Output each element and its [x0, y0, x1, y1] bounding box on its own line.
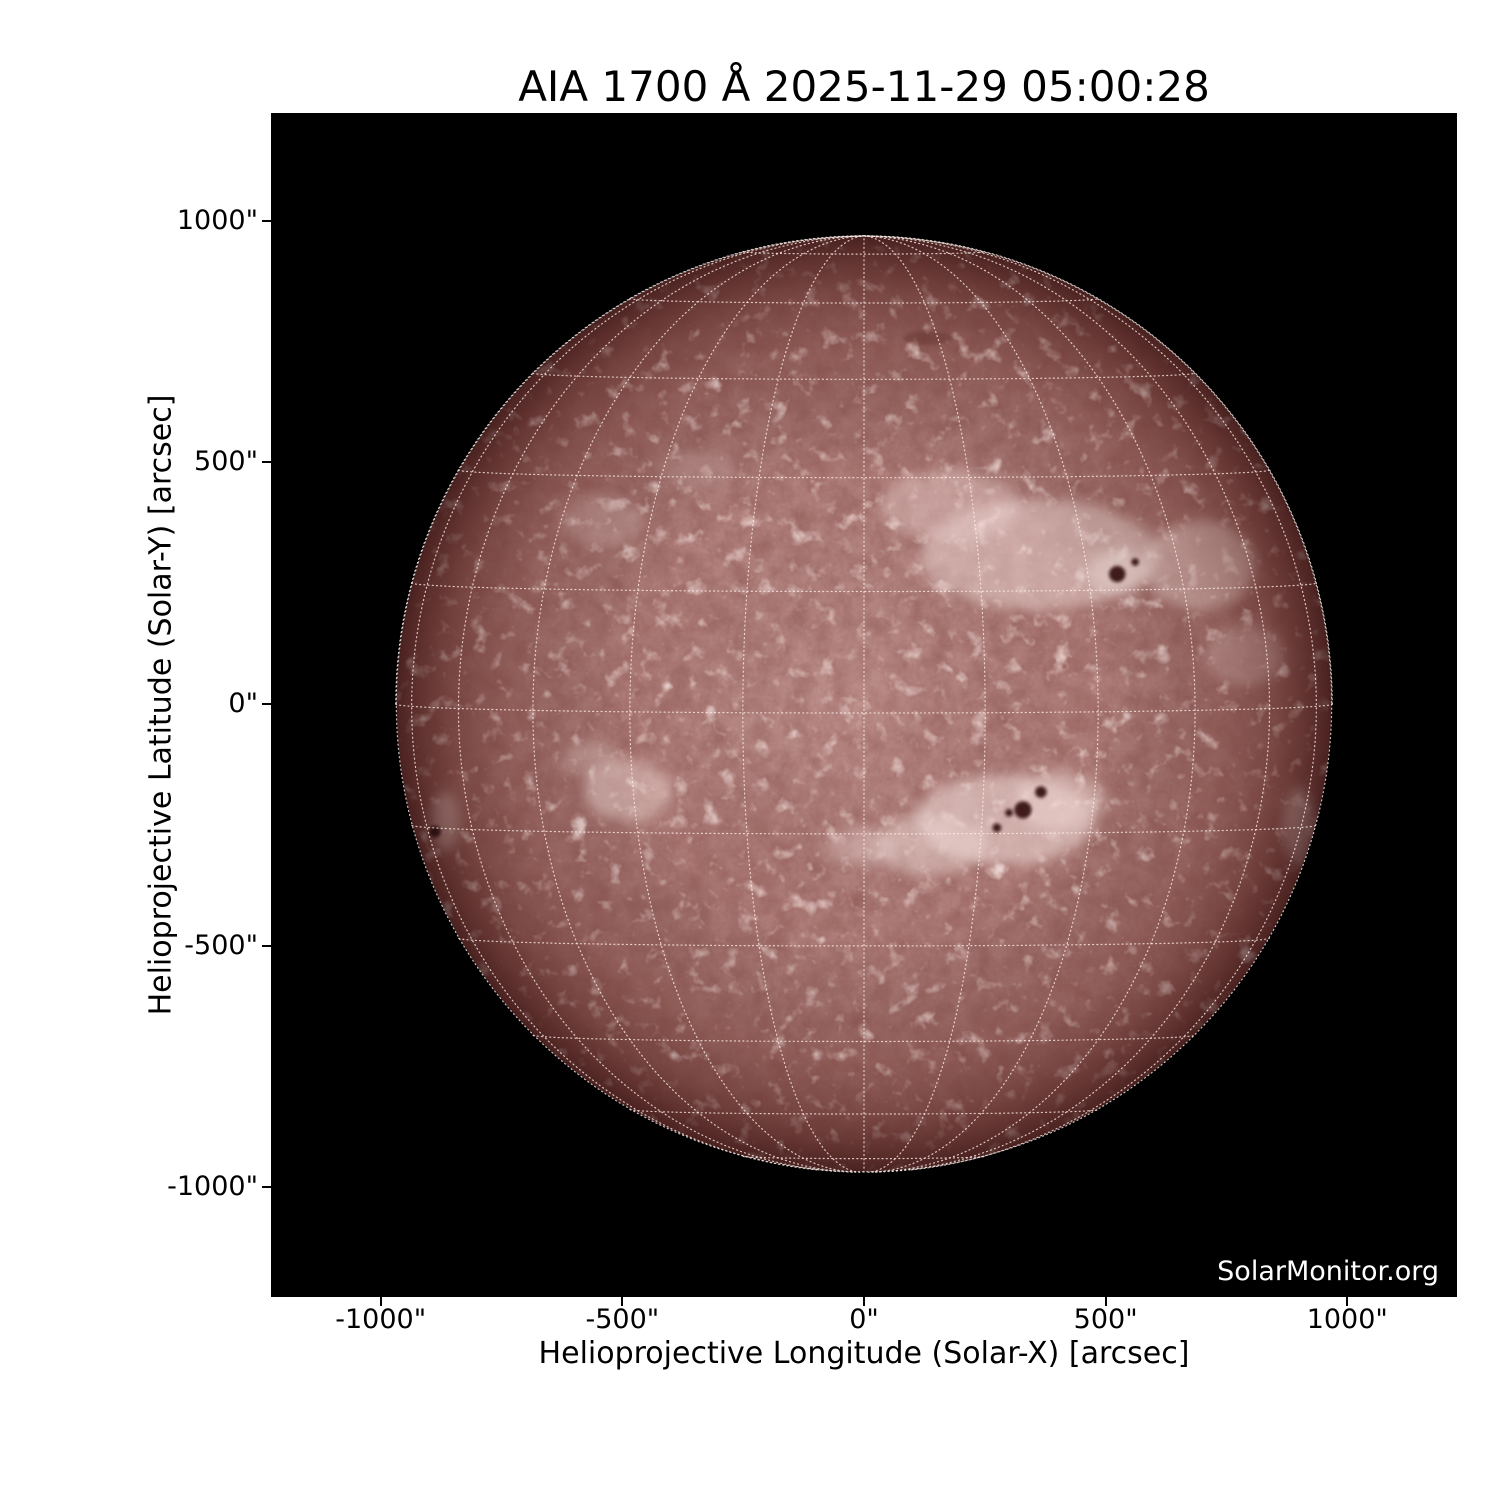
x-tick-label: 500"	[1073, 1304, 1138, 1335]
x-tick	[621, 1297, 624, 1306]
plot-title: AIA 1700 Å 2025-11-29 05:00:28	[518, 62, 1210, 111]
grid-line	[863, 235, 1318, 1171]
grid-line	[395, 235, 865, 705]
limb-grid-circle	[395, 235, 1333, 1173]
x-tick	[379, 1297, 382, 1306]
y-tick	[262, 461, 271, 464]
x-tick	[1104, 1297, 1107, 1306]
grid-line	[863, 235, 1196, 1173]
grid-line	[457, 235, 865, 1172]
x-tick-label: -500"	[585, 1304, 660, 1335]
grid-line	[458, 937, 1270, 947]
grid-line	[863, 235, 986, 1173]
y-tick-label: 0"	[228, 688, 258, 720]
grid-line	[742, 235, 865, 1173]
y-tick	[262, 1186, 271, 1189]
x-tick	[863, 1297, 865, 1306]
y-tick	[262, 703, 271, 706]
solar-disk-image	[271, 113, 1457, 1297]
plot-area: SolarMonitor.org	[271, 113, 1457, 1297]
watermark: SolarMonitor.org	[1217, 1256, 1439, 1287]
grid-line	[411, 582, 1317, 593]
grid-line	[629, 1109, 1099, 1115]
heliographic-grid	[395, 235, 1333, 1173]
y-tick-label: 500"	[194, 446, 258, 478]
y-tick-label: -1000"	[167, 1171, 258, 1203]
x-tick-label: 0"	[849, 1304, 879, 1335]
grid-line	[863, 235, 1333, 705]
x-tick-label: 1000"	[1306, 1304, 1388, 1335]
y-tick-label: -500"	[184, 929, 258, 961]
limb-darkening	[396, 236, 1332, 1172]
grid-line	[410, 235, 865, 1171]
y-tick-label: 1000"	[176, 204, 258, 236]
y-tick	[262, 944, 271, 947]
x-tick	[1346, 1297, 1349, 1306]
x-tick-label: -1000"	[335, 1304, 427, 1335]
grid-line	[863, 235, 1271, 1172]
y-tick	[262, 219, 271, 222]
grid-line	[532, 1034, 1196, 1043]
sun-disk	[396, 236, 1332, 1172]
grid-line	[532, 235, 865, 1173]
x-axis-label: Helioprojective Longitude (Solar-X) [arc…	[538, 1336, 1190, 1371]
